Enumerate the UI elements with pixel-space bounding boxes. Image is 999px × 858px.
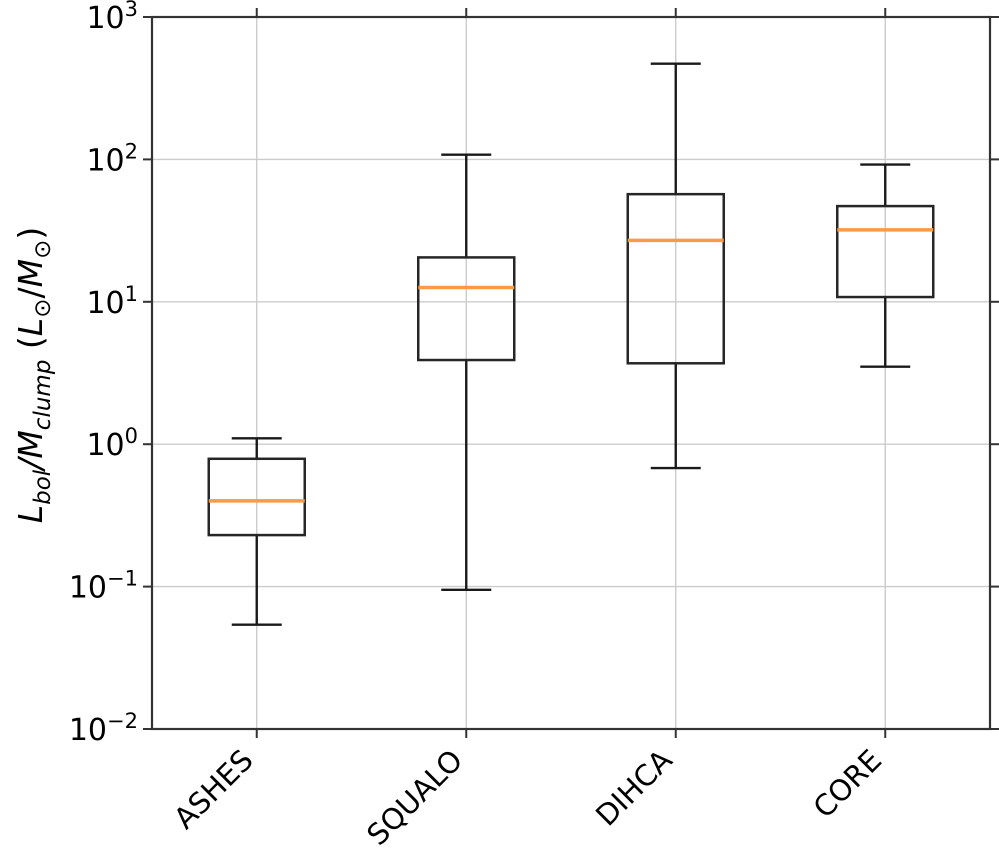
y-tick-label: 103 <box>86 0 138 36</box>
box-group-dihca <box>626 62 725 470</box>
y-tick-label: 100 <box>86 424 138 463</box>
tick-layer <box>143 8 999 738</box>
y-tick-label: 10−2 <box>69 709 138 748</box>
y-tick-label: 102 <box>86 139 138 178</box>
iqr-box <box>626 192 725 365</box>
y-tick-label-layer: 103 102 101 100 10−1 10−2 <box>69 0 138 748</box>
iqr-box <box>836 204 935 299</box>
box-group-ashes <box>207 437 306 626</box>
y-tick-label: 10−1 <box>69 567 138 606</box>
y-axis-label: Lbol/Mclump (L⊙/M⊙) <box>11 227 56 524</box>
iqr-box <box>417 256 516 362</box>
box-group-squalo <box>417 153 516 591</box>
plot-frame <box>150 15 992 731</box>
box-group-core <box>836 163 935 368</box>
y-tick-label: 101 <box>86 282 138 321</box>
iqr-box <box>207 457 306 537</box>
